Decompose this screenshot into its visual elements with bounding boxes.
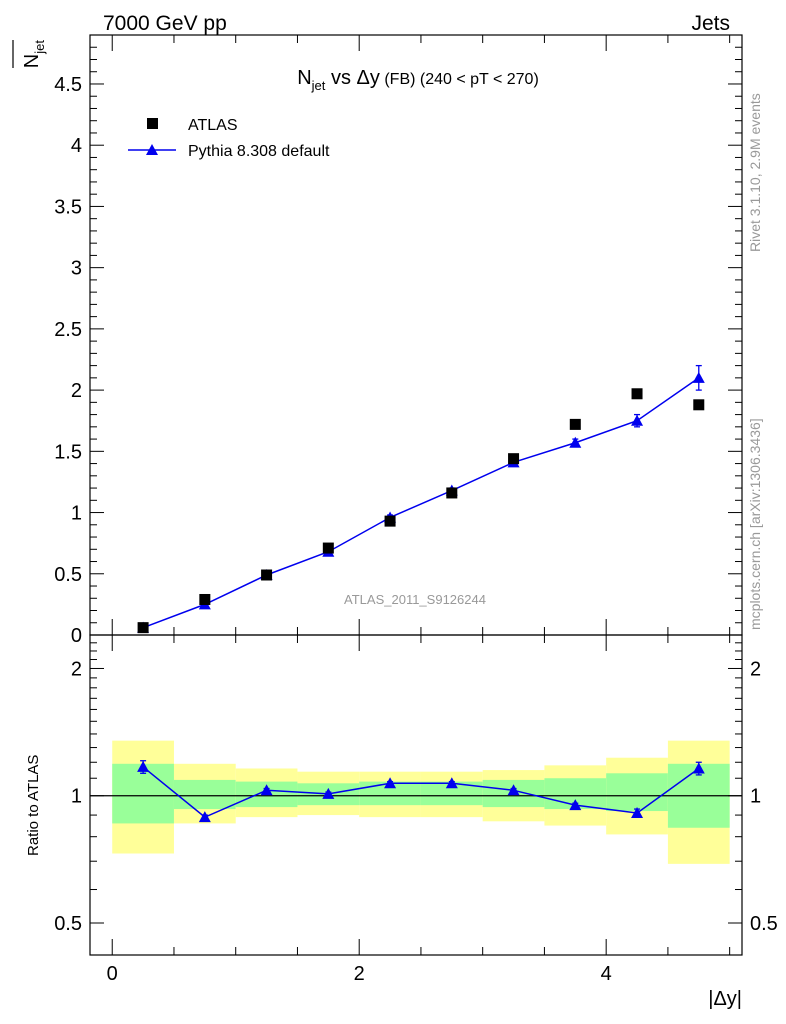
atlas-point — [693, 399, 705, 411]
x-tick-label: 4 — [601, 963, 612, 985]
atlas-point — [446, 487, 458, 499]
y-axis-label-top: Njet — [12, 40, 47, 69]
atlas-point — [508, 453, 520, 465]
ratio-y-tick-label-right: 2 — [750, 658, 761, 680]
y-tick-label: 0.5 — [54, 564, 82, 586]
mc-point — [631, 414, 644, 426]
uncertainty-band-inner — [420, 781, 483, 806]
y-tick-label: 3 — [71, 258, 82, 280]
y-axis-label-main: N — [21, 54, 43, 68]
top-panel-axes: 0 0.5 1 1.5 2 2.5 3 3.5 4 4.5 — [54, 34, 743, 647]
ratio-mc-point — [692, 762, 705, 774]
side-label-rivet: Rivet 3.1.10, 2.9M events — [747, 93, 763, 252]
y-tick-label: 2 — [71, 380, 82, 402]
ratio-y-tick-label: 1 — [71, 786, 82, 808]
ratio-mc-point — [631, 807, 644, 819]
mc-point — [569, 436, 582, 448]
title-main: N — [297, 67, 311, 89]
y-axis-label-sub: jet — [32, 40, 47, 55]
legend-label-pythia: Pythia 8.308 default — [188, 143, 330, 160]
y-tick-label: 0 — [71, 625, 82, 647]
y-tick-label: 3.5 — [54, 196, 82, 218]
ratio-mc-point — [322, 787, 335, 799]
top-panel-marks — [137, 364, 705, 634]
ratio-mc-point — [260, 784, 273, 796]
ratio-panel-marks — [137, 760, 705, 823]
ratio-mc-line — [142, 766, 700, 818]
svg-text:Njet: Njet — [21, 40, 47, 69]
ratio-mc-point — [137, 760, 150, 772]
atlas-point — [322, 542, 334, 554]
y-axis-label-ratio: Ratio to ATLAS — [25, 755, 42, 856]
atlas-point — [137, 622, 149, 634]
header-process: Jets — [691, 12, 730, 35]
x-axis-label: |Δy| — [708, 988, 742, 1010]
side-label-mcplots: mcplots.cern.ch [arXiv:1306.3436] — [747, 418, 763, 630]
x-tick-label: 2 — [354, 963, 365, 985]
mc-line — [142, 377, 700, 629]
ratio-y-tick-label: 2 — [71, 658, 82, 680]
uncertainty-band-inner — [606, 773, 668, 812]
ratio-mc-point — [384, 777, 397, 789]
ratio-mc-point — [445, 777, 458, 789]
title-range: (240 < pT < 270) — [415, 71, 538, 88]
title-sub: jet — [311, 78, 326, 93]
atlas-point — [261, 569, 273, 581]
plot-title: Njet vs Δy (FB) (240 < pT < 270) — [297, 67, 539, 93]
y-tick-label: 2.5 — [54, 319, 82, 341]
legend-label-atlas: ATLAS — [188, 117, 238, 134]
y-tick-label: 1 — [71, 503, 82, 525]
ratio-panel-axes: 0.5 0.5 1 1 2 2 0 2 4 — [54, 634, 778, 985]
ratio-mc-point — [198, 811, 211, 823]
legend: ATLAS Pythia 8.308 default — [128, 117, 330, 160]
y-tick-label: 1.5 — [54, 441, 82, 463]
ratio-y-tick-label-right: 0.5 — [750, 913, 778, 935]
ratio-frame — [89, 634, 743, 956]
legend-marker-pythia — [146, 144, 158, 155]
uncertainty-band-inner — [359, 781, 421, 806]
mc-point — [692, 371, 705, 383]
atlas-point — [569, 418, 581, 430]
ratio-mc-point — [507, 784, 520, 796]
atlas-point — [199, 593, 211, 605]
atlas-point — [384, 515, 396, 527]
y-tick-label: 4.5 — [54, 74, 82, 96]
ratio-mc-point — [569, 799, 582, 811]
ratio-y-tick-label-right: 1 — [750, 786, 761, 808]
title-rest: vs Δy — [325, 67, 379, 89]
analysis-watermark: ATLAS_2011_S9126244 — [344, 592, 486, 607]
ratio-panel-bands — [90, 740, 742, 864]
y-tick-label: 4 — [71, 135, 82, 157]
atlas-point — [631, 388, 643, 400]
uncertainty-band-inner — [173, 779, 236, 810]
x-tick-label: 0 — [107, 963, 118, 985]
legend-marker-atlas — [147, 118, 158, 129]
header-energy: 7000 GeV pp — [103, 12, 227, 35]
ratio-y-tick-label: 0.5 — [54, 913, 82, 935]
title-small: (FB) — [380, 71, 416, 88]
